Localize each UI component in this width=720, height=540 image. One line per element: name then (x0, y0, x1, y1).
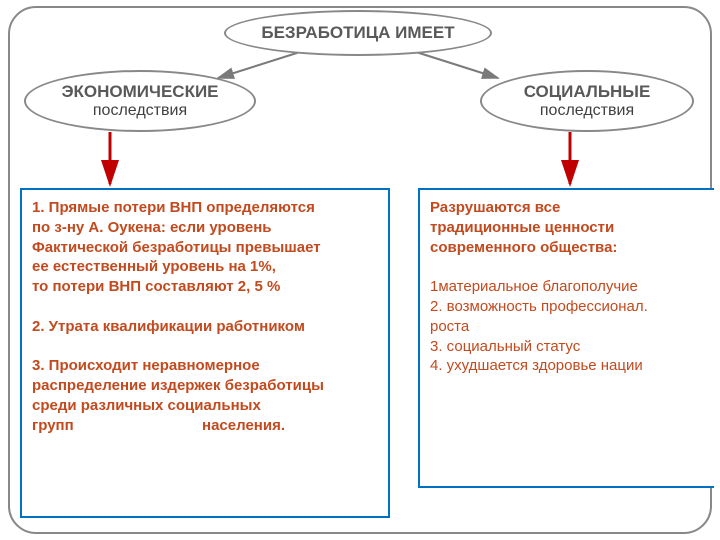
soc-intro-2: традиционные ценности (430, 219, 614, 236)
social-text: Разрушаются все традиционные ценности со… (430, 198, 704, 376)
soc-i1: 1материальное благополучие (430, 278, 638, 295)
eco-p1-l4: ее естественный уровень на 1%, (32, 258, 276, 275)
economic-box: 1. Прямые потери ВНП определяются по з-н… (20, 188, 390, 518)
eco-p3-l2: распределение издержек безработицы (32, 377, 324, 394)
eco-p1-l1: 1. Прямые потери ВНП определяются (32, 199, 315, 216)
eco-p1-l3: Фактической безработицы превышает (32, 239, 321, 256)
title-text: БЕЗРАБОТИЦА ИМЕЕТ (261, 23, 454, 43)
eco-p3-l4b: населения. (202, 417, 285, 434)
right-branch-main: СОЦИАЛЬНЫЕ (524, 83, 651, 102)
left-branch-node: ЭКОНОМИЧЕСКИЕ последствия (24, 70, 256, 132)
soc-i3: 3. социальный статус (430, 338, 580, 355)
soc-i4: 4. ухудшается здоровье нации (430, 357, 643, 374)
soc-i2a: 2. возможность профессионал. (430, 298, 648, 315)
eco-p3-l4a: групп (32, 417, 74, 434)
right-branch-sub: последствия (540, 102, 634, 120)
eco-p3-l1: 3. Происходит неравномерное (32, 357, 260, 374)
social-box: Разрушаются все традиционные ценности со… (418, 188, 714, 488)
economic-text: 1. Прямые потери ВНП определяются по з-н… (32, 198, 378, 436)
soc-intro-1: Разрушаются все (430, 199, 560, 216)
right-branch-node: СОЦИАЛЬНЫЕ последствия (480, 70, 694, 132)
eco-p1-l5: то потери ВНП составляют 2, 5 % (32, 278, 280, 295)
left-branch-sub: последствия (93, 102, 187, 120)
soc-intro-3: современного общества: (430, 239, 617, 256)
soc-i2b: роста (430, 318, 469, 335)
title-node: БЕЗРАБОТИЦА ИМЕЕТ (224, 10, 492, 56)
eco-p3-l3: среди различных социальных (32, 397, 261, 414)
left-branch-main: ЭКОНОМИЧЕСКИЕ (61, 83, 218, 102)
eco-p1-l2: по з-ну А. Оукена: если уровень (32, 219, 272, 236)
eco-p2: 2. Утрата квалификации работником (32, 318, 305, 335)
